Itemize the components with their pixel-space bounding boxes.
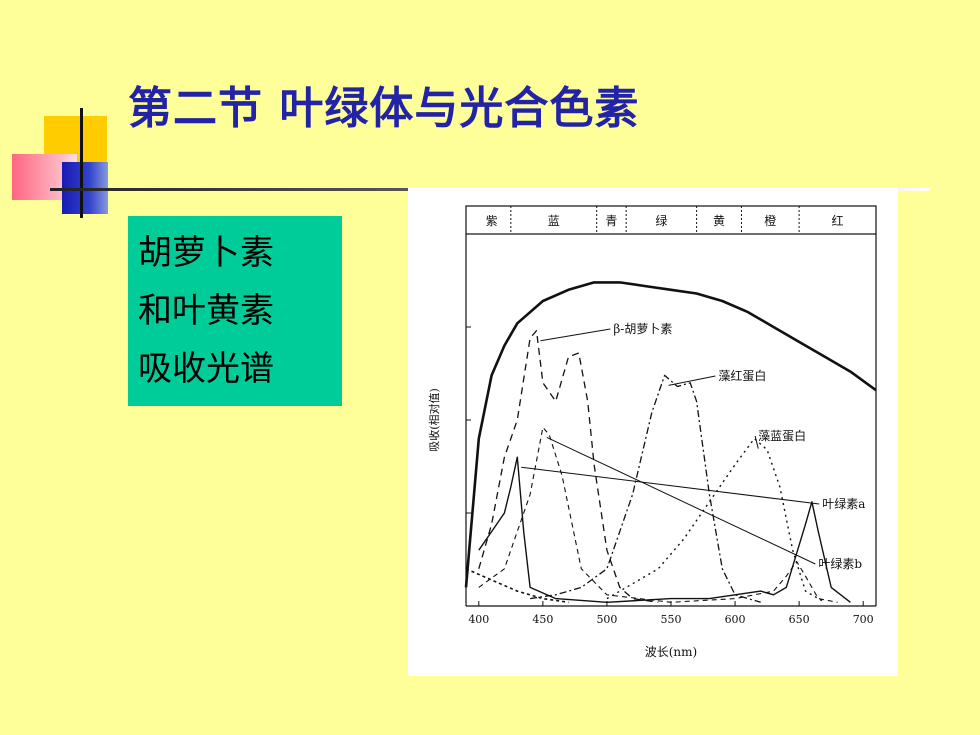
series-label-chlorophyll-b: 叶绿素b — [818, 556, 862, 571]
x-tick-label: 600 — [725, 613, 746, 626]
annotation-leader-line — [668, 375, 716, 386]
color-band-frame — [465, 205, 877, 235]
color-band-label: 橙 — [764, 213, 776, 228]
color-band-label: 青 — [605, 214, 617, 228]
color-band-label: 蓝 — [548, 214, 560, 228]
series-chlorophyll-b-line — [478, 426, 838, 603]
annotation-leader-line — [521, 466, 820, 505]
annotation-leader-line — [754, 435, 759, 449]
color-band-label: 绿 — [655, 213, 667, 228]
x-tick-label: 500 — [596, 613, 617, 626]
caption-line-3: 吸收光谱 — [138, 349, 274, 389]
annotation-leader-line — [546, 436, 816, 565]
series-phycocyanin-line — [606, 437, 826, 603]
absorption-spectrum-chart: 紫 蓝 青 绿 黄 橙 红 400 450 500 550 600 650 700 波长(nm) 吸收(相对值… — [427, 205, 877, 659]
x-tick-label: 550 — [661, 613, 682, 626]
color-band-label: 黄 — [713, 214, 725, 228]
caption-line-2: 和叶黄素 — [138, 291, 274, 331]
x-tick-label: 700 — [853, 613, 874, 626]
x-tick-label: 400 — [468, 613, 489, 626]
x-tick-label: 450 — [532, 613, 553, 626]
series-chlorophyll-a-line — [478, 456, 851, 603]
decor-vertical-line — [80, 108, 83, 218]
series-beta-carotene-line — [478, 330, 659, 603]
y-axis-title: 吸收(相对值) — [427, 388, 441, 452]
slide-title: 第二节 叶绿体与光合色素 — [128, 83, 640, 134]
series-label-beta-carotene: β-胡萝卜素 — [613, 322, 672, 336]
series-unlabeled-line — [465, 568, 569, 604]
annotation-leader-line — [540, 328, 611, 342]
series-label-phycoerythrin: 藻红蛋白 — [718, 368, 766, 383]
x-axis-title: 波长(nm) — [645, 645, 697, 659]
color-band-label: 红 — [832, 213, 844, 228]
series-label-chlorophyll-a: 叶绿素a — [822, 496, 865, 511]
caption-box: 胡萝卜素 和叶黄素 吸收光谱 — [128, 216, 342, 406]
absorption-spectrum-figure: 紫 蓝 青 绿 黄 橙 红 400 450 500 550 600 650 700 波长(nm) 吸收(相对值… — [408, 188, 898, 676]
x-tick-label: 650 — [789, 613, 810, 626]
color-band-label: 紫 — [486, 214, 498, 228]
caption-line-1: 胡萝卜素 — [138, 233, 274, 273]
series-unlabeled-line — [464, 281, 877, 588]
series-label-phycocyanin: 藻蓝蛋白 — [758, 428, 806, 443]
